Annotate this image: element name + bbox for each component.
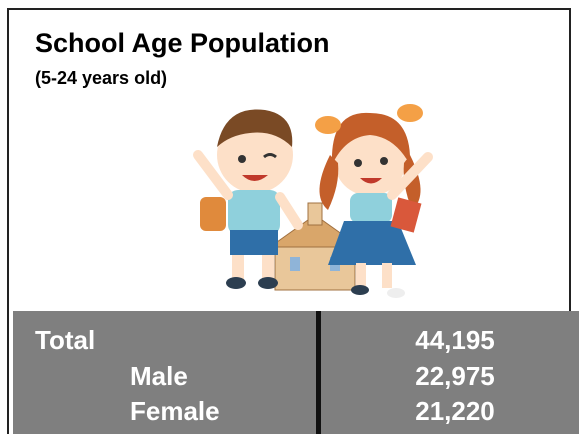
subtitle: (5-24 years old) — [35, 68, 167, 89]
title: School Age Population — [35, 28, 330, 59]
row-label: Male — [130, 361, 188, 391]
row-label: Female — [130, 396, 220, 426]
column-divider — [316, 311, 321, 434]
info-card: School Age Population (5-24 years old) — [0, 0, 579, 434]
kids-illustration — [170, 85, 450, 310]
row-label: Total — [35, 325, 95, 355]
row-value: 21,220 — [380, 396, 530, 426]
row-value: 44,195 — [380, 325, 530, 355]
row-value: 22,975 — [380, 361, 530, 391]
